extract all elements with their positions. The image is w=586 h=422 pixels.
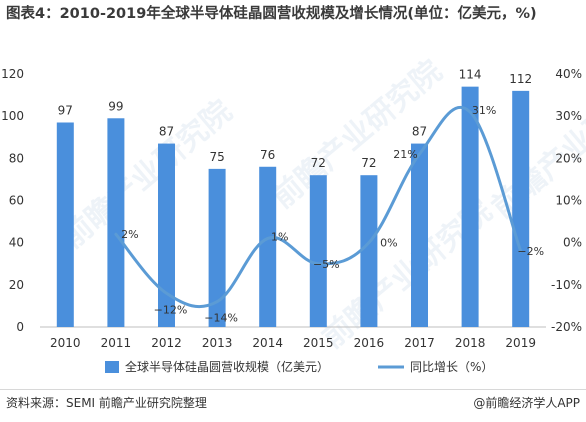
bar	[360, 175, 378, 327]
source-note: 资料来源：SEMI 前瞻产业研究院整理	[6, 396, 207, 410]
credit-note: @前瞻经济学人APP	[473, 396, 580, 410]
x-tick-label: 2010	[50, 336, 81, 350]
line-value-label: −12%	[154, 303, 188, 316]
line-value-label: −14%	[204, 312, 238, 325]
y-right-tick-label: 40%	[555, 67, 582, 81]
y-right-tick-label: 10%	[555, 194, 582, 208]
line-value-label: −2%	[517, 245, 544, 258]
plot-area: 0 20 40 60 80 100 120 -20% -10% 0% 10% 20% 30% 40% 97 9…	[1, 67, 582, 374]
bar-value-label: 87	[412, 125, 427, 139]
bar	[461, 86, 479, 328]
footer-divider	[0, 389, 586, 390]
y-left-tick-label: 80	[9, 151, 24, 165]
y-right-tick-label: -20%	[551, 320, 582, 334]
bar	[158, 143, 175, 327]
y-right-tick-label: 0%	[563, 236, 582, 250]
bar-value-label: 72	[361, 156, 376, 170]
growth-line	[114, 105, 523, 309]
bar	[411, 143, 428, 327]
x-tick-label: 2015	[303, 336, 334, 350]
bar	[56, 122, 74, 327]
bar-value-label: 75	[209, 150, 224, 164]
bar-value-label: 99	[108, 99, 123, 113]
line-value-label: 2%	[121, 228, 138, 241]
x-tick-label: 2016	[354, 336, 385, 350]
bar-value-label: 112	[509, 72, 532, 86]
bar-value-label: 76	[260, 148, 275, 162]
legend-line-label: 同比增长（%）	[410, 360, 493, 374]
bar	[259, 166, 277, 327]
legend-bar-label: 全球半导体硅晶圆营收规模（亿美元）	[125, 359, 329, 374]
bar	[309, 175, 327, 327]
line-value-label: −5%	[313, 258, 340, 271]
chart-title: 图表4：2010-2019年全球半导体硅晶圆营收规模及增长情况(单位：亿美元，%…	[6, 6, 537, 22]
y-left-tick-label: 0	[16, 320, 24, 334]
line-value-label: 21%	[393, 148, 417, 161]
chart-svg: 0 20 40 60 80 100 120 -20% -10% 0% 10% 20% 30% 40% 97 9…	[1, 67, 582, 374]
y-left-tick-label: 40	[9, 236, 24, 250]
y-left-tick-label: 100	[1, 109, 24, 123]
bar-value-label: 72	[311, 156, 326, 170]
y-right-tick-label: -10%	[551, 278, 582, 292]
x-tick-label: 2011	[101, 336, 132, 350]
bar	[208, 168, 226, 327]
y-left-tick-label: 120	[1, 67, 24, 81]
bar	[512, 90, 530, 327]
bar-value-label: 114	[459, 68, 482, 82]
x-tick-label: 2012	[151, 336, 182, 350]
bar-value-label: 97	[58, 103, 73, 117]
x-tick-label: 2018	[455, 336, 486, 350]
legend-bar-swatch	[105, 361, 119, 373]
line-value-label: 0%	[380, 237, 397, 250]
x-tick-label: 2019	[505, 336, 536, 350]
y-left-tick-label: 60	[9, 194, 24, 208]
line-value-label: 1%	[271, 230, 288, 243]
y-right-tick-label: 30%	[555, 109, 582, 123]
y-right-tick-label: 20%	[555, 151, 582, 165]
bar	[107, 118, 125, 328]
x-tick-label: 2017	[404, 336, 435, 350]
x-tick-label: 2014	[252, 336, 283, 350]
bar-value-label: 87	[159, 125, 174, 139]
line-value-label: 31%	[472, 104, 496, 117]
y-left-tick-label: 20	[9, 278, 24, 292]
x-tick-label: 2013	[202, 336, 233, 350]
